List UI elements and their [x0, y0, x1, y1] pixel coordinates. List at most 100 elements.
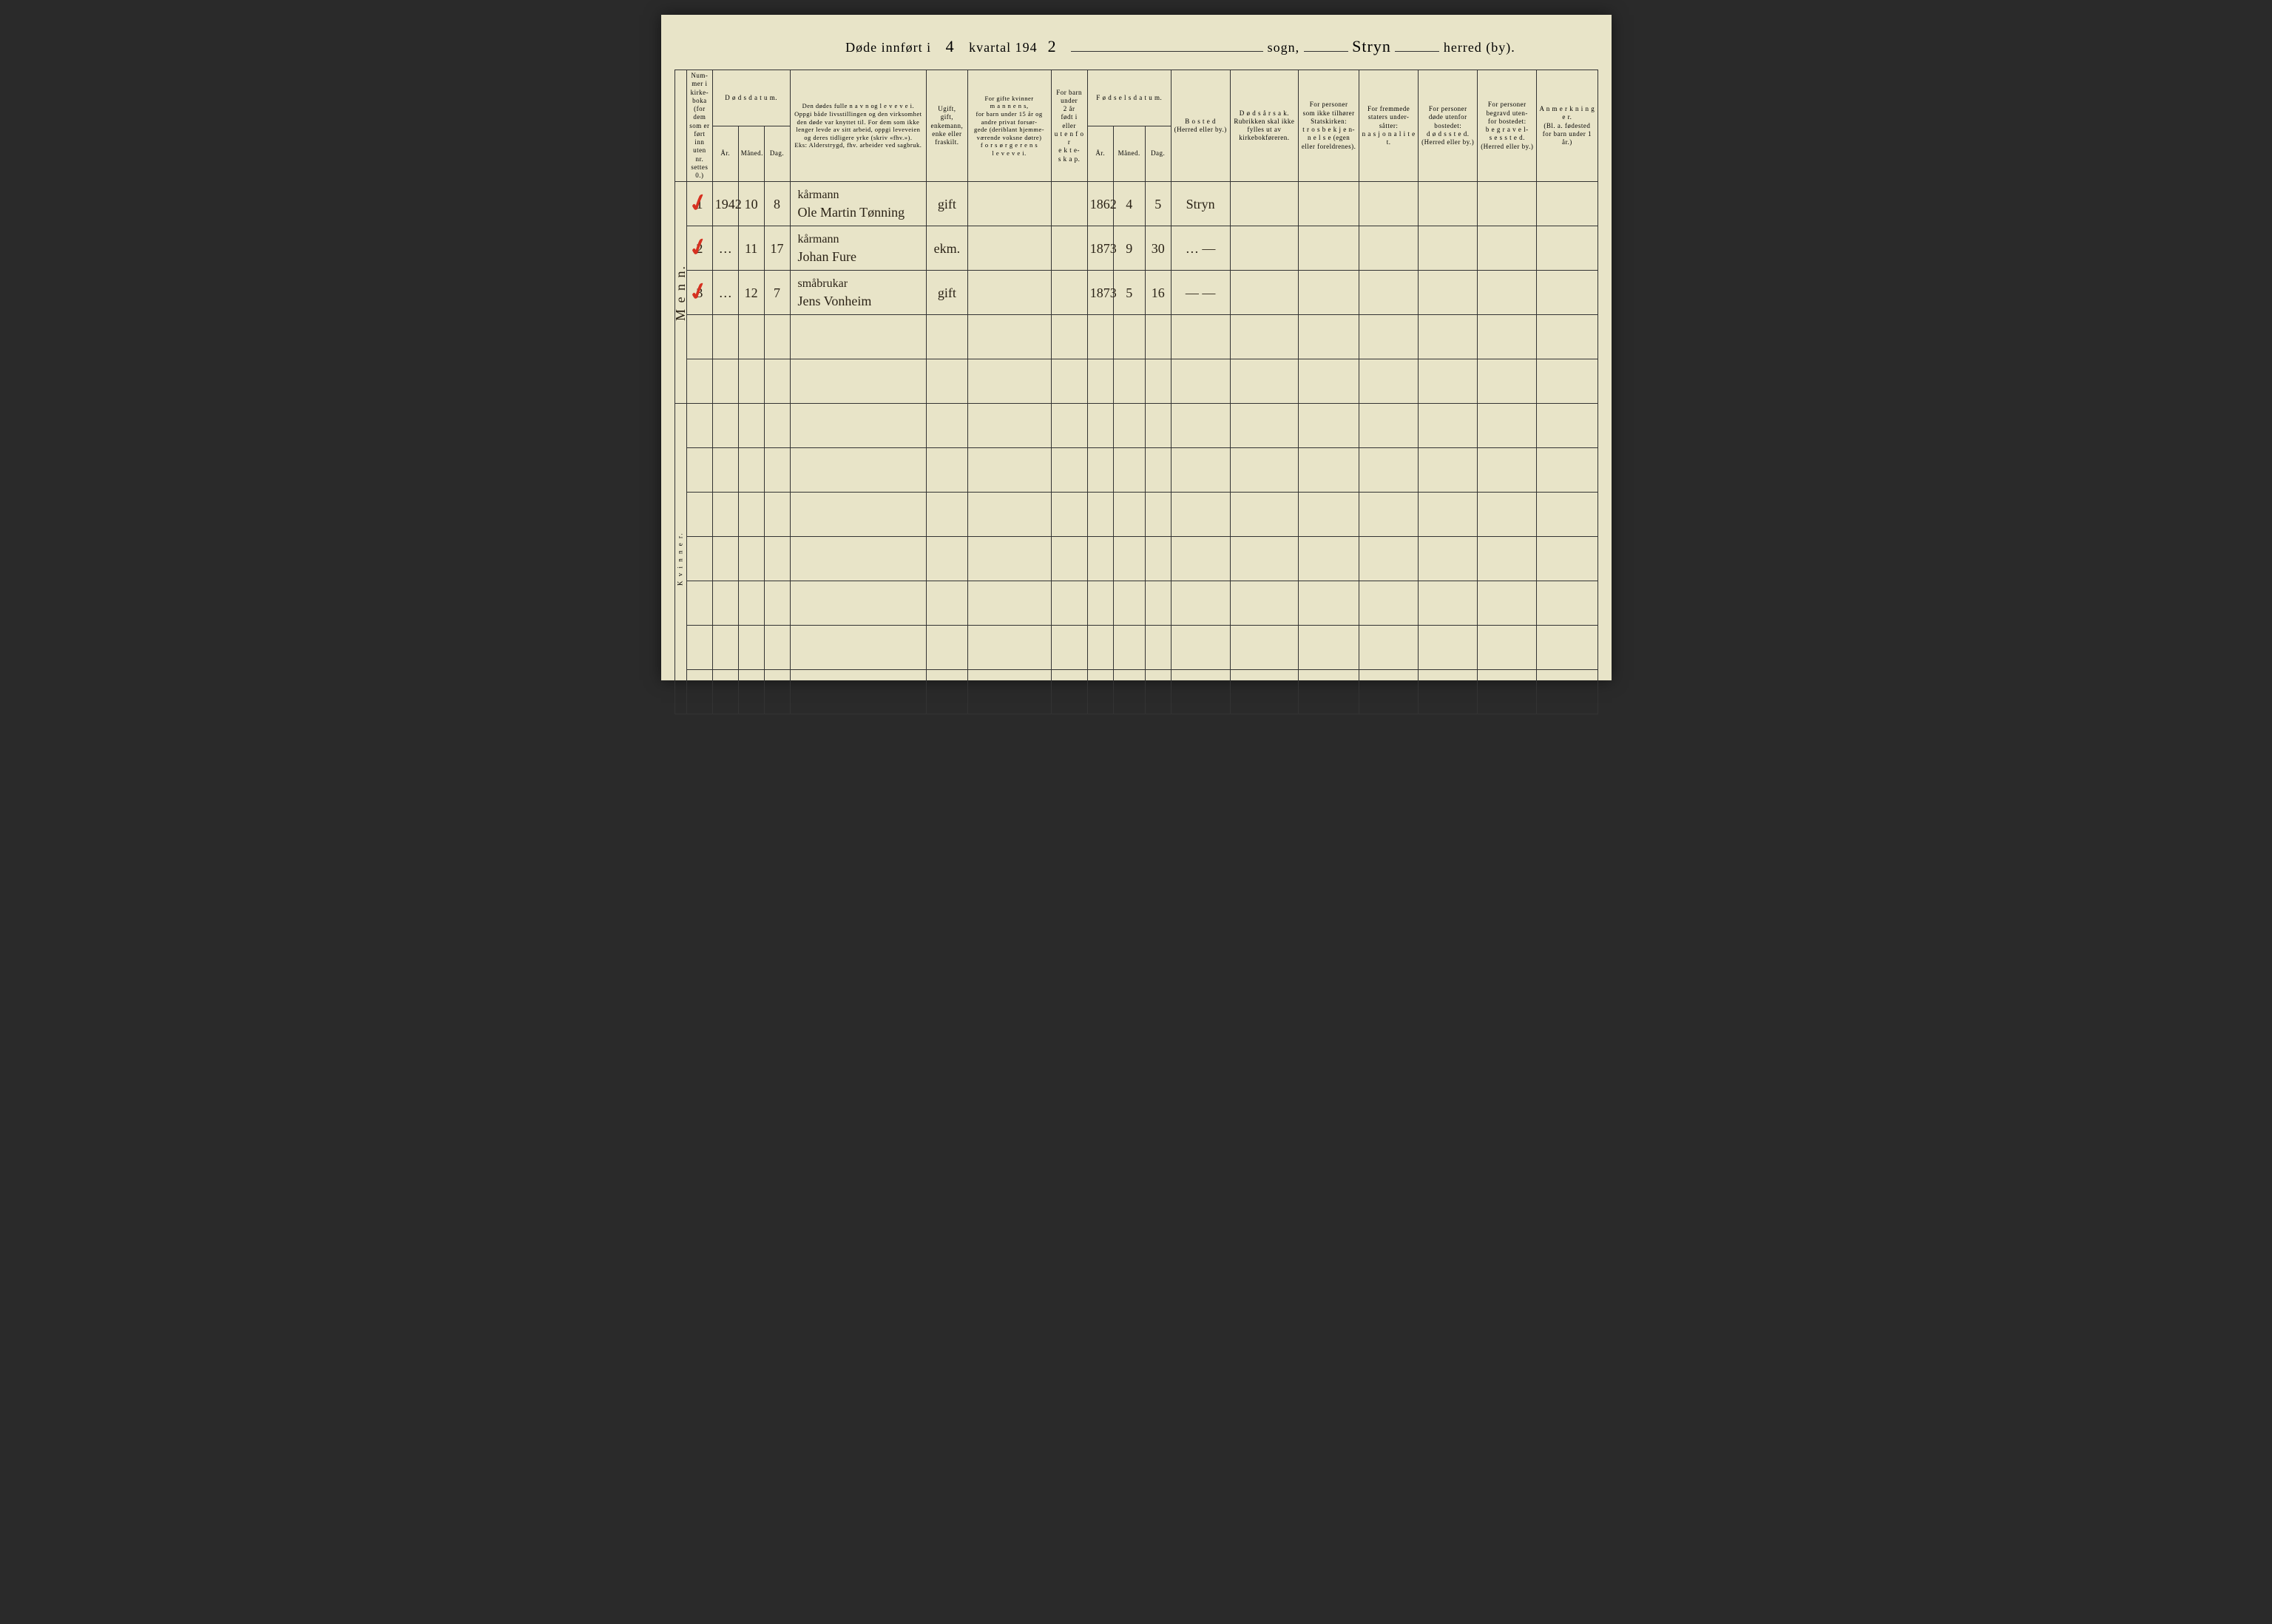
red-check-icon: ✓ — [685, 186, 711, 220]
cell-d-dag: 8 — [764, 182, 790, 226]
col-f-aar: År. — [1087, 126, 1113, 182]
cell-num: ✓3 — [686, 271, 712, 315]
cell-num: ✓1 — [686, 182, 712, 226]
title-herred-label: herred (by). — [1444, 40, 1515, 55]
title-year-digit: 2 — [1038, 37, 1067, 56]
col-bosted: B o s t e d (Herred eller by.) — [1171, 70, 1230, 182]
empty-row — [674, 359, 1598, 404]
side-label-header-spacer — [674, 70, 686, 182]
col-navn: Den dødes fulle n a v n og l e v e v e i… — [790, 70, 927, 182]
cell-num: ✓2 — [686, 226, 712, 271]
col-gifte-kvinner: For gifte kvinner m a n n e n s, for bar… — [967, 70, 1051, 182]
cell-anmerkning — [1537, 226, 1598, 271]
cell-forsorger — [967, 226, 1051, 271]
cell-d-dag: 7 — [764, 271, 790, 315]
cell-d-aar: … — [712, 271, 738, 315]
cell-d-aar: 1942 — [712, 182, 738, 226]
cell-d-maaned: 12 — [738, 271, 764, 315]
kvinner-section: K v i n n e r. — [674, 404, 1598, 714]
empty-row — [674, 626, 1598, 670]
cell-dodssted — [1419, 271, 1478, 315]
red-check-icon: ✓ — [685, 230, 711, 264]
cell-dodsarsak — [1230, 182, 1298, 226]
cell-nasjonalitet — [1359, 226, 1419, 271]
register-page: Døde innført i 4 kvartal 1942 sogn, Stry… — [661, 15, 1612, 680]
death-register-table: Num- mer i kirke- boka (for dem som er f… — [674, 70, 1598, 714]
table-row: ✓2 … 11 17 kårmannJohan Fure ekm. 1873 9… — [674, 226, 1598, 271]
cell-anmerkning — [1537, 182, 1598, 226]
table-row: M e n n. ✓1 1942 10 8 kårmannOle Martin … — [674, 182, 1598, 226]
col-d-dag: Dag. — [764, 126, 790, 182]
title-herred-blank — [1395, 38, 1439, 52]
col-d-maaned: Måned. — [738, 126, 764, 182]
cell-f-maaned: 5 — [1113, 271, 1145, 315]
cell-name: kårmann Johan Fure — [790, 226, 927, 271]
cell-bosted: — — — [1171, 271, 1230, 315]
empty-row — [674, 493, 1598, 537]
cell-sivil: gift — [927, 271, 967, 315]
row-name: Johan Fure — [798, 249, 857, 264]
col-fodselsdatum: F ø d s e l s d a t u m. — [1087, 70, 1171, 126]
cell-statskirken — [1299, 182, 1359, 226]
red-check-icon: ✓ — [685, 274, 711, 308]
cell-begravelse — [1478, 182, 1537, 226]
page-title-line: Døde innført i 4 kvartal 1942 sogn, Stry… — [674, 37, 1598, 56]
title-quarter: 4 — [936, 37, 965, 56]
table-row: ✓3 … 12 7 småbrukarJens Vonheim gift 187… — [674, 271, 1598, 315]
cell-nasjonalitet — [1359, 182, 1419, 226]
col-f-maaned: Måned. — [1113, 126, 1145, 182]
row-occupation: småbrukar — [798, 277, 924, 291]
table-header: Num- mer i kirke- boka (for dem som er f… — [674, 70, 1598, 182]
cell-name: småbrukarJens Vonheim — [790, 271, 927, 315]
cell-d-maaned: 11 — [738, 226, 764, 271]
col-statskirken: For personer som ikke tilhører Statskirk… — [1299, 70, 1359, 182]
empty-row — [674, 670, 1598, 714]
side-label-kvinner: K v i n n e r. — [674, 404, 686, 714]
title-sogn-blank — [1304, 38, 1348, 52]
row-occupation: kårmann — [798, 232, 924, 247]
col-dodsdatum: D ø d s d a t u m. — [712, 70, 790, 126]
col-dodssted: For personer døde utenfor bostedet: d ø … — [1419, 70, 1478, 182]
cell-barn — [1051, 271, 1087, 315]
cell-forsorger — [967, 271, 1051, 315]
col-nasjonalitet: For fremmede staters under- såtter: n a … — [1359, 70, 1419, 182]
cell-f-aar: 1873 — [1087, 271, 1113, 315]
cell-dodsarsak — [1230, 271, 1298, 315]
cell-begravelse — [1478, 271, 1537, 315]
col-nummer: Num- mer i kirke- boka (for dem som er f… — [686, 70, 712, 182]
cell-bosted: … — — [1171, 226, 1230, 271]
cell-sivil: gift — [927, 182, 967, 226]
cell-d-aar: … — [712, 226, 738, 271]
empty-row — [674, 448, 1598, 493]
row-occupation: kårmann — [798, 188, 924, 203]
cell-barn — [1051, 182, 1087, 226]
menn-section: M e n n. ✓1 1942 10 8 kårmann Ole Martin … — [674, 182, 1598, 404]
cell-name: kårmann Ole Martin Tønning — [790, 182, 927, 226]
cell-statskirken — [1299, 271, 1359, 315]
col-barn: For barn under 2 år født i eller u t e n… — [1051, 70, 1087, 182]
cell-f-maaned: 9 — [1113, 226, 1145, 271]
title-herred-value: Stryn — [1352, 37, 1391, 56]
col-sivilstand: Ugift, gift, enkemann, enke eller fraski… — [927, 70, 967, 182]
col-begravelsested: For personer begravd uten- for bostedet:… — [1478, 70, 1537, 182]
cell-anmerkning — [1537, 271, 1598, 315]
col-dodsarsak: D ø d s å r s a k. Rubrikken skal ikke f… — [1230, 70, 1298, 182]
cell-nasjonalitet — [1359, 271, 1419, 315]
row-name: Ole Martin Tønning — [798, 205, 905, 220]
empty-row — [674, 315, 1598, 359]
cell-f-aar: 1873 — [1087, 226, 1113, 271]
cell-f-dag: 5 — [1145, 182, 1171, 226]
title-blank-1 — [1071, 38, 1263, 52]
side-label-menn: M e n n. — [674, 182, 686, 404]
cell-bosted: Stryn — [1171, 182, 1230, 226]
cell-d-maaned: 10 — [738, 182, 764, 226]
col-d-aar: År. — [712, 126, 738, 182]
cell-f-dag: 16 — [1145, 271, 1171, 315]
empty-row — [674, 581, 1598, 626]
cell-f-maaned: 4 — [1113, 182, 1145, 226]
cell-forsorger — [967, 182, 1051, 226]
cell-f-aar: 1862 — [1087, 182, 1113, 226]
cell-d-dag: 17 — [764, 226, 790, 271]
cell-statskirken — [1299, 226, 1359, 271]
cell-f-dag: 30 — [1145, 226, 1171, 271]
